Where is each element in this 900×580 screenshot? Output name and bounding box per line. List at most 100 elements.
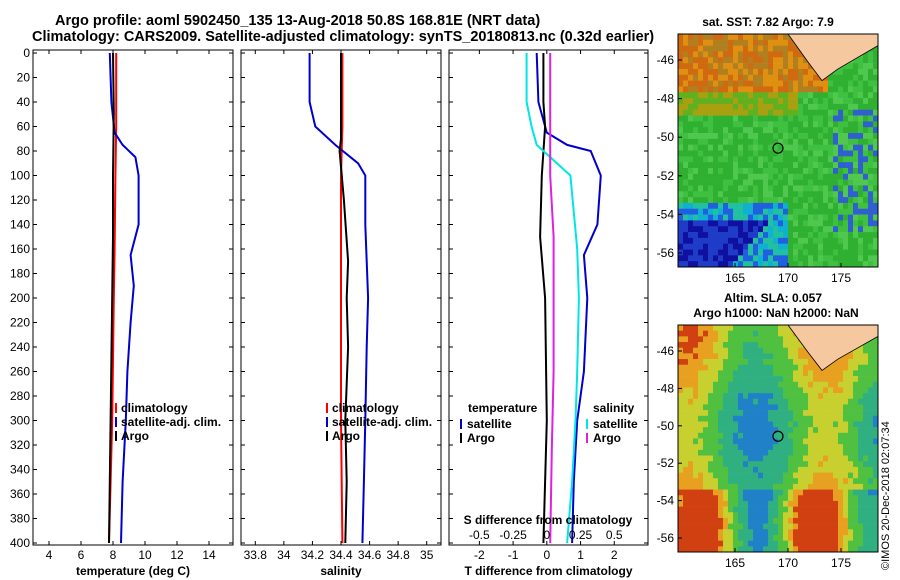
legend-title: salinity (593, 401, 635, 415)
map-ytick-label: -54 (657, 494, 675, 508)
xtick-label: 0 (543, 548, 550, 562)
ytick-label: 80 (17, 144, 31, 158)
series-climatology (108, 53, 118, 544)
xtick-label: -2 (474, 548, 485, 562)
series-s-satellite (525, 53, 580, 544)
title-line-2: Climatology: CARS2009. Satellite-adjuste… (32, 29, 655, 45)
argo-position-marker (772, 430, 784, 442)
map-ytick-label: -50 (657, 419, 675, 433)
sla-map-title-1: Altim. SLA: 0.057 (724, 291, 822, 305)
legend-title: temperature (468, 401, 538, 415)
sla-map-title-2: Argo h1000: NaN h2000: NaN (693, 306, 858, 320)
sst-map (678, 34, 879, 268)
map-xtick-label: 170 (778, 556, 798, 570)
xaxis-label: T difference from climatology (464, 564, 632, 578)
series-t-argo (539, 53, 548, 544)
map-ytick-label: -48 (657, 92, 675, 106)
ytick-label: 200 (10, 291, 30, 305)
ytick-label: 320 (10, 438, 30, 452)
ytick-label: 100 (10, 169, 30, 183)
ytick-label: 220 (10, 316, 30, 330)
argo-position-marker (772, 142, 784, 154)
xtick-label: 1 (577, 548, 584, 562)
xtick-label: 34.8 (386, 548, 410, 562)
series-satellite-adj-clim- (108, 52, 140, 544)
series-climatology (340, 53, 344, 544)
map-ytick-label: -48 (657, 381, 675, 395)
ytick-label: 300 (10, 414, 30, 428)
legend-label: climatology (332, 401, 399, 415)
sla-map (678, 325, 879, 553)
series-t-satellite (535, 52, 602, 544)
xaxis-label: temperature (deg C) (76, 564, 190, 578)
ytick-label: 160 (10, 242, 30, 256)
panel-frame-difference (448, 49, 649, 546)
map-ytick-label: -56 (657, 531, 675, 545)
legend-label: Argo (593, 431, 621, 445)
legend-label: climatology (121, 401, 188, 415)
legend-label: Argo (121, 429, 149, 443)
xtick-label: 8 (110, 548, 117, 562)
map-xtick-label: 170 (778, 271, 798, 285)
ytick-label: 340 (10, 463, 30, 477)
legend-label: satellite (467, 417, 512, 431)
ytick-label: 120 (10, 193, 30, 207)
ytick-label: 180 (10, 267, 30, 281)
ytick-label: 240 (10, 340, 30, 354)
xtick-label: 34.4 (329, 548, 353, 562)
s-axis-title: S difference from climatology (464, 513, 633, 527)
xtick-label: 2 (611, 548, 618, 562)
map-xtick-label: 165 (725, 271, 745, 285)
timestamp: ©IMOS 20-Dec-2018 02:07:34 (880, 421, 892, 570)
map-ytick-label: -52 (657, 456, 675, 470)
series-argo (108, 52, 115, 544)
legend-label: satellite-adj. clim. (332, 415, 432, 429)
xtick-label: -1 (508, 548, 519, 562)
map-frame (677, 324, 879, 553)
legend-label: satellite (593, 417, 638, 431)
xtick-label: 34.6 (358, 548, 382, 562)
xtick-label: 4 (46, 548, 53, 562)
s-tick-label: 0 (543, 528, 550, 542)
s-tick-label: -0.25 (499, 528, 527, 542)
map-ytick-label: -56 (657, 246, 675, 260)
ytick-label: 0 (23, 46, 30, 60)
s-tick-label: 0.25 (569, 528, 593, 542)
series-s-argo (549, 53, 555, 544)
title-line-1: Argo profile: aoml 5902450_135 13-Aug-20… (55, 13, 541, 29)
map-ytick-label: -46 (657, 53, 675, 67)
map-ytick-label: -54 (657, 207, 675, 221)
ytick-label: 400 (10, 536, 30, 550)
ytick-label: 360 (10, 487, 30, 501)
xaxis-label: salinity (320, 564, 362, 578)
xtick-label: 10 (138, 548, 152, 562)
map-ytick-label: -52 (657, 169, 675, 183)
ytick-label: 260 (10, 365, 30, 379)
ytick-label: 20 (17, 71, 31, 85)
legend-label: satellite-adj. clim. (121, 415, 221, 429)
ytick-label: 140 (10, 218, 30, 232)
legend-label: Argo (332, 429, 360, 443)
ytick-label: 380 (10, 512, 30, 526)
map-xtick-label: 175 (831, 271, 851, 285)
xtick-label: 35 (420, 548, 434, 562)
xtick-label: 34 (277, 548, 291, 562)
ytick-label: 60 (17, 120, 31, 134)
map-xtick-label: 165 (725, 556, 745, 570)
map-ytick-label: -50 (657, 130, 675, 144)
series-satellite-adj-clim- (308, 53, 370, 544)
map-ytick-label: -46 (657, 344, 675, 358)
map-frame (677, 33, 879, 268)
sst-map-title: sat. SST: 7.82 Argo: 7.9 (702, 15, 834, 29)
series-argo (338, 53, 350, 544)
legend-label: Argo (467, 431, 495, 445)
xtick-label: 14 (202, 548, 216, 562)
ytick-label: 40 (17, 95, 31, 109)
xtick-label: 34.2 (301, 548, 325, 562)
xtick-label: 33.8 (244, 548, 268, 562)
xtick-label: 12 (170, 548, 184, 562)
xtick-label: 6 (78, 548, 85, 562)
map-xtick-label: 175 (831, 556, 851, 570)
s-tick-label: -0.5 (469, 528, 490, 542)
